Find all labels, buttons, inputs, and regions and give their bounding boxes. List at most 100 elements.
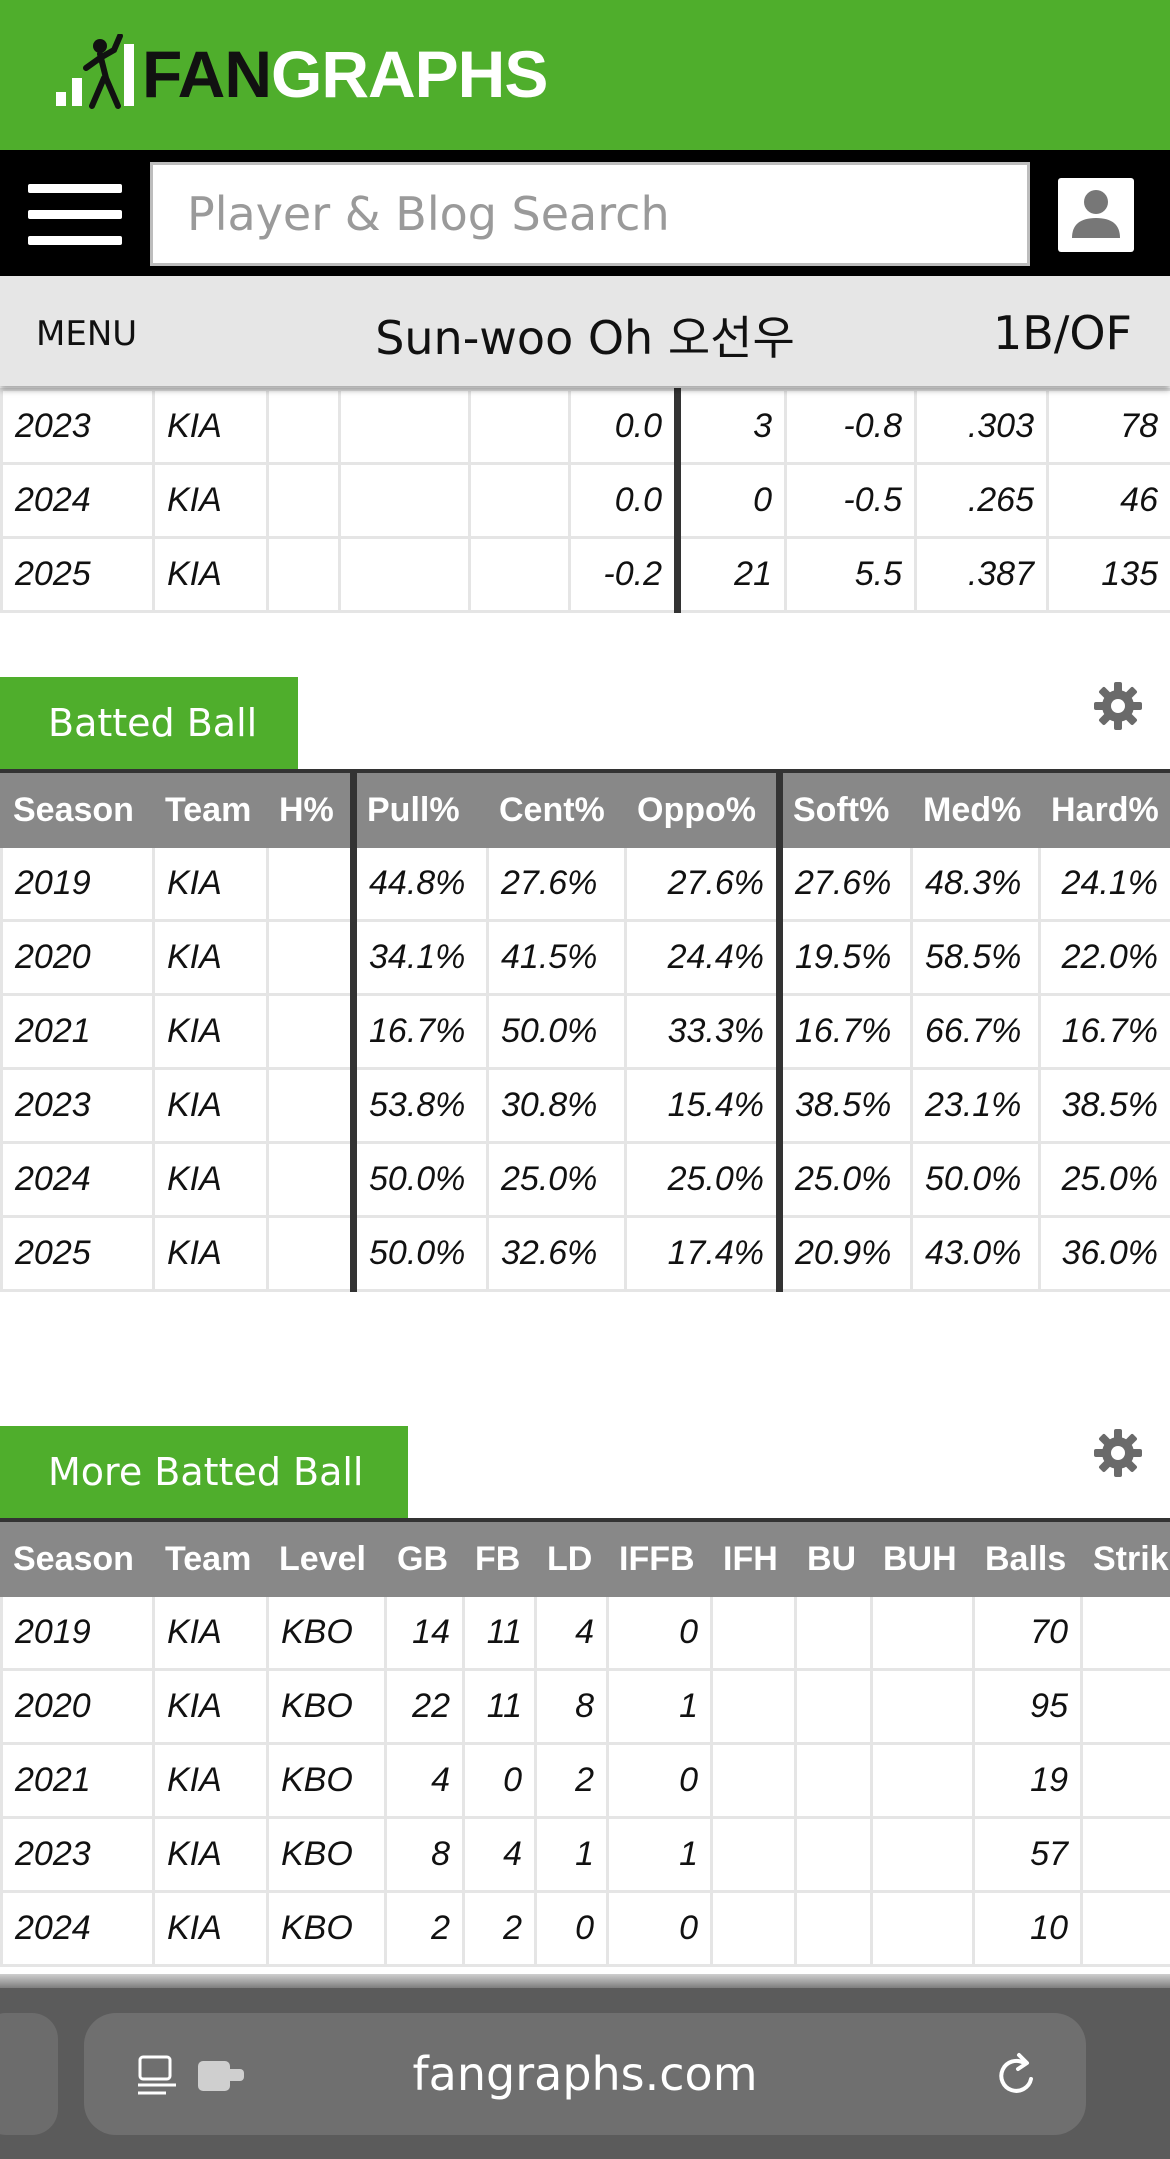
gear-icon[interactable] xyxy=(1094,1429,1142,1477)
column-header-season[interactable]: Season xyxy=(0,773,155,848)
table-cell: -0.8 xyxy=(784,388,917,465)
table-header-row: Season Team Level GB FB LD IFFB IFH BU B… xyxy=(0,1522,1170,1597)
table-cell xyxy=(870,1594,975,1671)
season-cell[interactable]: 2024 xyxy=(0,1141,155,1218)
column-header-med-pct[interactable]: Med% xyxy=(910,773,1041,848)
table-cell: 38.5% xyxy=(1038,1067,1170,1144)
table-cell xyxy=(870,1742,975,1819)
reload-icon[interactable] xyxy=(992,2051,1042,2101)
table-cell: 23.1% xyxy=(910,1067,1041,1144)
table-cell: 4 xyxy=(384,1742,465,1819)
team-cell[interactable]: KIA xyxy=(152,1816,269,1893)
column-header-h-pct[interactable]: H% xyxy=(266,773,355,848)
season-cell[interactable]: 2025 xyxy=(0,1215,155,1292)
user-icon[interactable] xyxy=(1058,178,1134,252)
more-batted-ball-title: More Batted Ball xyxy=(0,1426,408,1518)
column-header-bu[interactable]: BU xyxy=(794,1522,873,1597)
column-header-soft-pct[interactable]: Soft% xyxy=(776,773,913,848)
table-cell: 24.4% xyxy=(624,919,781,996)
column-header-balls[interactable]: Balls xyxy=(972,1522,1083,1597)
column-header-team[interactable]: Team xyxy=(152,1522,269,1597)
column-header-hard-pct[interactable]: Hard% xyxy=(1038,773,1170,848)
table-cell: 8 xyxy=(384,1816,465,1893)
more-batted-ball-scroll[interactable]: Season Team Level GB FB LD IFFB IFH BU B… xyxy=(0,1522,1170,1992)
section-divider xyxy=(0,769,1170,773)
table-cell xyxy=(266,919,355,996)
table-cell xyxy=(266,845,355,922)
table-cell: 2 xyxy=(462,1890,537,1967)
season-cell[interactable]: 2025 xyxy=(0,536,155,613)
team-cell[interactable]: KIA xyxy=(152,1067,269,1144)
season-cell[interactable]: 2023 xyxy=(0,1816,155,1893)
column-header-fb[interactable]: FB xyxy=(462,1522,537,1597)
logo-text-fan: FAN xyxy=(142,37,272,111)
season-cell[interactable]: 2023 xyxy=(0,1067,155,1144)
hamburger-menu-icon[interactable] xyxy=(28,184,122,246)
search-input[interactable]: Player & Blog Search xyxy=(150,162,1030,266)
season-cell[interactable]: 2024 xyxy=(0,462,155,539)
table-cell xyxy=(266,993,355,1070)
season-cell[interactable]: 2020 xyxy=(0,919,155,996)
url-text[interactable]: fangraphs.com xyxy=(412,2047,758,2101)
column-header-buh[interactable]: BUH xyxy=(870,1522,975,1597)
column-header-pull-pct[interactable]: Pull% xyxy=(350,773,489,848)
column-header-gb[interactable]: GB xyxy=(384,1522,465,1597)
menu-button[interactable]: MENU xyxy=(36,314,138,354)
column-header-oppo-pct[interactable]: Oppo% xyxy=(624,773,781,848)
extension-icon[interactable] xyxy=(196,2057,248,2097)
table-cell: 66.7% xyxy=(910,993,1041,1070)
gear-icon[interactable] xyxy=(1094,682,1142,730)
table-cell: 22.0% xyxy=(1038,919,1170,996)
team-cell[interactable]: KIA xyxy=(152,1890,269,1967)
fangraphs-logo[interactable]: FANGRAPHS xyxy=(52,34,548,114)
table-cell: 4 xyxy=(534,1594,609,1671)
team-cell[interactable]: KIA xyxy=(152,1668,269,1745)
table-cell: 0.0 xyxy=(568,388,679,465)
table-cell: 46 xyxy=(1046,462,1170,539)
search-bar: Player & Blog Search xyxy=(0,150,1170,276)
table-cell: 22 xyxy=(384,1668,465,1745)
team-cell[interactable]: KIA xyxy=(152,1742,269,1819)
team-cell[interactable]: KIA xyxy=(152,993,269,1070)
season-cell[interactable]: 2019 xyxy=(0,845,155,922)
level-cell: KBO xyxy=(266,1668,387,1745)
team-cell[interactable]: KIA xyxy=(152,1215,269,1292)
table-row: 2020 KIA 34.1% 41.5% 24.4% 19.5% 58.5% 2… xyxy=(0,919,1170,996)
season-cell[interactable]: 2021 xyxy=(0,993,155,1070)
column-header-team[interactable]: Team xyxy=(152,773,269,848)
previous-tab-card[interactable] xyxy=(0,2013,58,2135)
table-cell: 5.5 xyxy=(784,536,917,613)
season-cell[interactable]: 2021 xyxy=(0,1742,155,1819)
team-cell[interactable]: KIA xyxy=(152,845,269,922)
team-cell[interactable]: KIA xyxy=(152,536,269,613)
table-cell: 1 xyxy=(1080,1890,1170,1967)
column-header-level[interactable]: Level xyxy=(266,1522,387,1597)
table-cell: 2 xyxy=(534,1742,609,1819)
column-header-iffb[interactable]: IFFB xyxy=(606,1522,713,1597)
player-name: Sun-woo Oh 오선우 xyxy=(375,311,795,365)
table-cell: 44.8% xyxy=(350,845,489,922)
team-cell[interactable]: KIA xyxy=(152,388,269,465)
season-cell[interactable]: 2019 xyxy=(0,1594,155,1671)
column-header-strikes[interactable]: Strikes xyxy=(1080,1522,1170,1597)
table-cell: 0 xyxy=(462,1742,537,1819)
season-cell[interactable]: 2020 xyxy=(0,1668,155,1745)
team-cell[interactable]: KIA xyxy=(152,462,269,539)
table-row: 2023 KIA KBO 8 4 1 1 57 8 xyxy=(0,1816,1170,1893)
table-row: 2021 KIA KBO 4 0 2 0 19 3 xyxy=(0,1742,1170,1819)
team-cell[interactable]: KIA xyxy=(152,919,269,996)
column-header-ld[interactable]: LD xyxy=(534,1522,609,1597)
address-bar[interactable]: fangraphs.com xyxy=(84,2013,1086,2135)
column-header-cent-pct[interactable]: Cent% xyxy=(486,773,627,848)
column-header-ifh[interactable]: IFH xyxy=(710,1522,797,1597)
column-header-season[interactable]: Season xyxy=(0,1522,155,1597)
reader-icon[interactable] xyxy=(136,2055,182,2097)
season-cell[interactable]: 2023 xyxy=(0,388,155,465)
season-cell[interactable]: 2024 xyxy=(0,1890,155,1967)
team-cell[interactable]: KIA xyxy=(152,1141,269,1218)
table-cell: 11 xyxy=(462,1668,537,1745)
site-header: FANGRAPHS xyxy=(0,0,1170,150)
team-cell[interactable]: KIA xyxy=(152,1594,269,1671)
table-cell: 41.5% xyxy=(486,919,627,996)
table-cell: 50.0% xyxy=(486,993,627,1070)
